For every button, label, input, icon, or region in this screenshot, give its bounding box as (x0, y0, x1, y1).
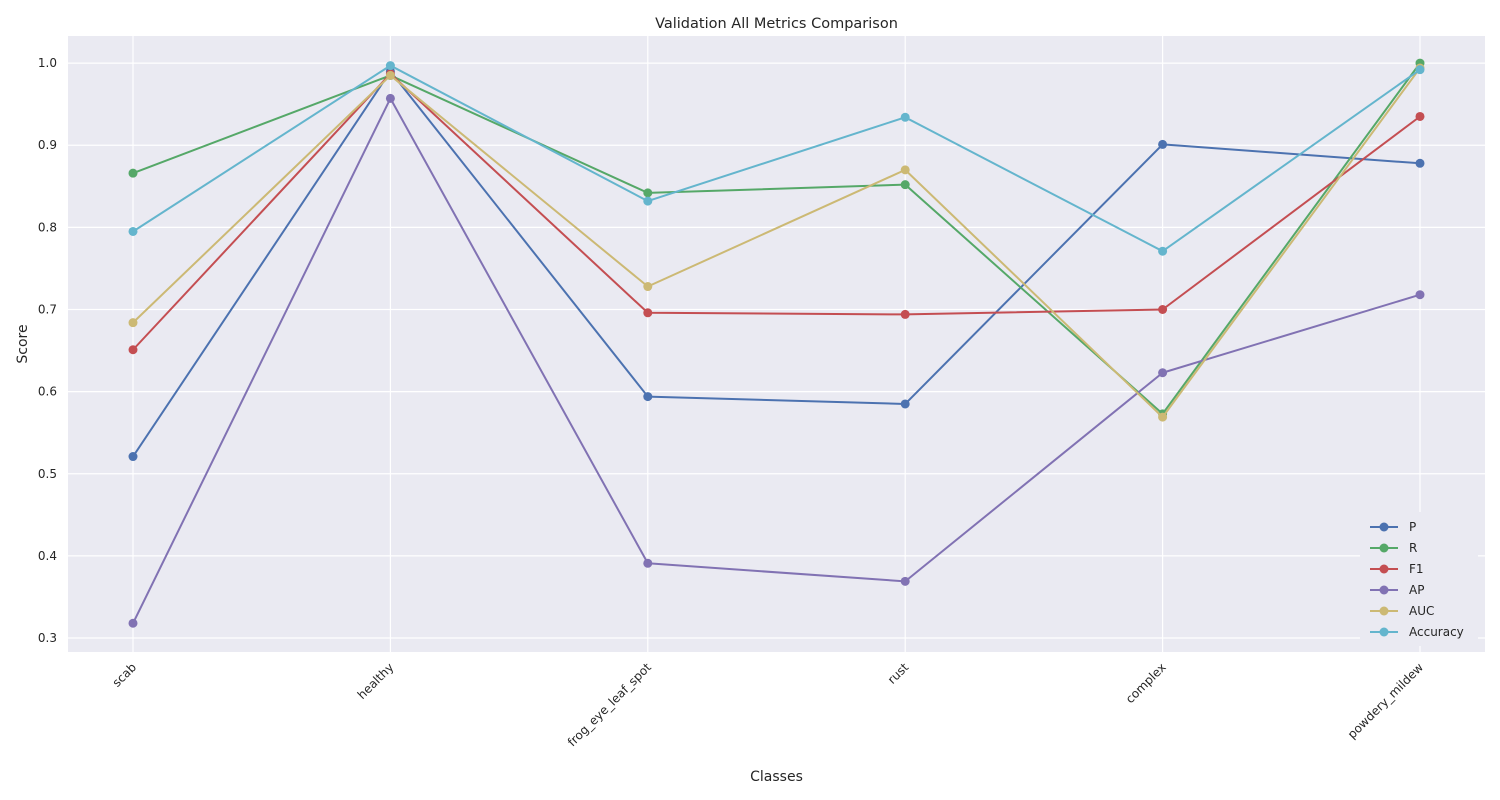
legend-box (1360, 512, 1478, 646)
legend-item-f1: F1 (1370, 562, 1424, 576)
data-point (385, 61, 395, 71)
data-point (1158, 368, 1168, 378)
plot-area (68, 36, 1485, 652)
chart-title: Validation All Metrics Comparison (655, 16, 898, 32)
y-tick-label: 1.0 (38, 56, 57, 70)
series-line (132, 72, 1421, 351)
data-point (1415, 65, 1425, 75)
data-point (900, 180, 910, 190)
data-point (643, 282, 653, 292)
data-point (900, 399, 910, 409)
data-point (385, 70, 395, 80)
data-point (1158, 412, 1168, 422)
legend-label: AP (1409, 583, 1424, 597)
series-line (132, 67, 1421, 419)
x-tick-label: rust (885, 660, 912, 687)
x-tick-label: powdery_mildew (1345, 660, 1426, 741)
legend-marker (1379, 522, 1389, 532)
data-point (1158, 305, 1168, 315)
series-line (132, 62, 1421, 415)
legend-label: AUC (1409, 604, 1434, 618)
legend-label: F1 (1409, 562, 1424, 576)
legend-marker (1379, 585, 1389, 595)
x-axis-title: Classes (750, 769, 803, 785)
legend-marker (1379, 606, 1389, 616)
y-tick-label: 0.4 (38, 549, 57, 563)
data-point (128, 226, 138, 236)
series-line (132, 64, 1421, 253)
y-tick-label: 0.7 (38, 303, 57, 317)
data-point (643, 558, 653, 568)
data-point (128, 168, 138, 178)
legend-item-accuracy: Accuracy (1370, 625, 1464, 639)
y-tick-label: 0.5 (38, 467, 57, 481)
y-tick-label: 0.6 (38, 385, 57, 399)
data-point (385, 93, 395, 103)
data-point (1415, 111, 1425, 121)
data-point (643, 196, 653, 206)
data-point (128, 345, 138, 355)
series-group (128, 58, 1425, 628)
legend-label: P (1409, 520, 1416, 534)
data-point (900, 576, 910, 586)
legend-item-auc: AUC (1370, 604, 1434, 618)
y-tick-label: 0.8 (38, 220, 57, 234)
data-point (1158, 139, 1168, 149)
y-axis-title: Score (15, 324, 31, 363)
data-point (643, 188, 653, 198)
legend-marker (1379, 627, 1389, 637)
data-point (900, 309, 910, 319)
y-tick-label: 0.3 (38, 631, 57, 645)
series-line (132, 70, 1421, 458)
x-tick-labels: scab healthy frog_eye_leaf_spot rust complex… (110, 660, 1427, 749)
data-point (900, 165, 910, 175)
data-point (128, 318, 138, 328)
legend-item-r: R (1370, 541, 1417, 555)
data-point (128, 452, 138, 462)
data-point (1415, 290, 1425, 300)
data-point (1415, 158, 1425, 168)
legend-item-p: P (1370, 520, 1416, 534)
data-point (128, 618, 138, 628)
series-accuracy (128, 61, 1425, 256)
legend-marker (1379, 543, 1389, 553)
data-point (900, 112, 910, 122)
data-point (643, 308, 653, 318)
y-tick-label: 0.9 (38, 138, 57, 152)
data-point (1158, 246, 1168, 256)
legend-label: R (1409, 541, 1417, 555)
x-tick-label: complex (1123, 660, 1169, 706)
x-tick-label: scab (110, 660, 140, 690)
y-tick-labels: 0.3 0.4 0.5 0.6 0.7 0.8 0.9 1.0 (38, 56, 57, 645)
legend-label: Accuracy (1409, 625, 1464, 639)
data-point (643, 392, 653, 402)
legend: PR F1 AP AUC Accuracy (1360, 512, 1478, 646)
x-tick-label: healthy (355, 660, 397, 702)
legend-item-ap: AP (1370, 583, 1424, 597)
legend-marker (1379, 564, 1389, 574)
x-tick-label: frog_eye_leaf_spot (565, 660, 654, 749)
